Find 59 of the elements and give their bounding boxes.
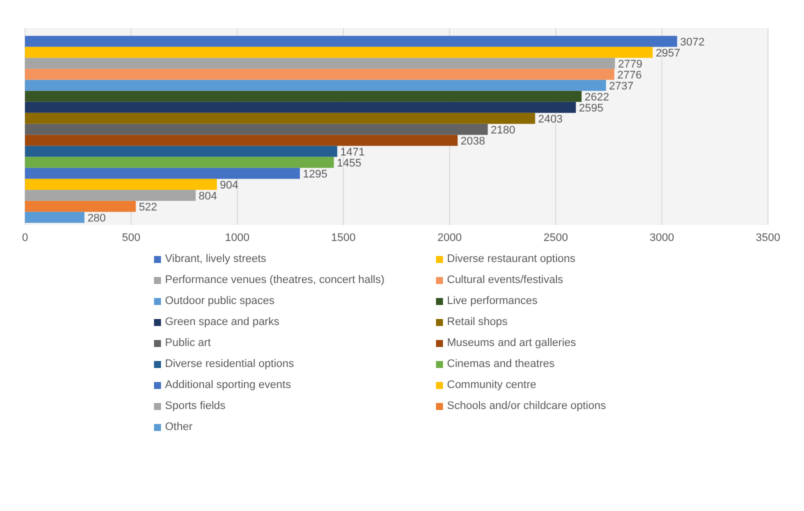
- data-label: 904: [220, 179, 238, 192]
- x-tick-label: 2000: [437, 232, 462, 244]
- x-tick-label: 1000: [225, 232, 250, 244]
- bar: [25, 46, 653, 58]
- legend-label: Diverse restaurant options: [447, 253, 576, 265]
- data-label: 2737: [609, 80, 634, 92]
- bar: [25, 212, 84, 223]
- data-label: 1471: [340, 146, 365, 158]
- legend-label: Live performances: [447, 295, 538, 307]
- bar: [25, 200, 136, 212]
- data-label: 1455: [336, 157, 362, 170]
- x-tick-label: 3000: [650, 232, 674, 244]
- bar: [25, 134, 458, 146]
- legend-label: Public art: [165, 337, 211, 349]
- legend-label: Vibrant, lively streets: [165, 253, 266, 265]
- legend-label: Cinemas and theatres: [447, 358, 555, 370]
- legend-label: Performance venues (theatres, concert halls): [165, 274, 384, 286]
- data-label: 1295: [302, 168, 328, 180]
- legend-label: Green space and parks: [165, 316, 280, 328]
- data-label: 2403: [538, 113, 563, 126]
- x-tick-label: 0: [22, 232, 28, 244]
- bar: [25, 112, 536, 124]
- data-label: 2180: [490, 124, 516, 136]
- bar: [25, 90, 582, 102]
- bar: [25, 58, 615, 69]
- data-label: 2595: [578, 102, 604, 114]
- bar: [25, 168, 300, 179]
- legend-label: Museums and art galleries: [447, 337, 576, 349]
- bar: [25, 156, 334, 168]
- data-label: 2957: [656, 47, 680, 60]
- bar: [25, 146, 338, 157]
- legend-label: Outdoor public spaces: [165, 295, 274, 307]
- bar: [25, 190, 196, 201]
- bar: [25, 102, 576, 113]
- data-label: 522: [138, 201, 158, 214]
- data-label: 2779: [618, 58, 642, 70]
- data-label: 2776: [617, 69, 642, 82]
- data-label: 2622: [584, 91, 610, 104]
- legend-label: Cultural events/festivals: [447, 274, 564, 286]
- x-tick-label: 3500: [756, 232, 780, 244]
- x-tick-label: 1500: [331, 232, 356, 244]
- legend-label: Community centre: [447, 379, 536, 391]
- data-label: 2038: [460, 135, 486, 148]
- data-label: 3072: [680, 36, 705, 48]
- legend-label: Schools and/or childcare options: [447, 400, 606, 412]
- data-label: 804: [198, 190, 218, 202]
- bar: [25, 178, 217, 190]
- legend-label: Diverse residential options: [165, 358, 294, 370]
- bar: [25, 80, 606, 91]
- legend-label: Sports fields: [165, 400, 226, 412]
- legend-label: Retail shops: [447, 316, 508, 328]
- data-label: 280: [87, 212, 106, 224]
- bar: [25, 68, 614, 80]
- legend-label: Other: [165, 421, 193, 433]
- x-tick-label: 2500: [543, 232, 568, 244]
- x-tick-label: 500: [122, 232, 140, 244]
- bar: [25, 36, 678, 47]
- bar: [25, 124, 488, 135]
- legend-label: Additional sporting events: [165, 379, 291, 391]
